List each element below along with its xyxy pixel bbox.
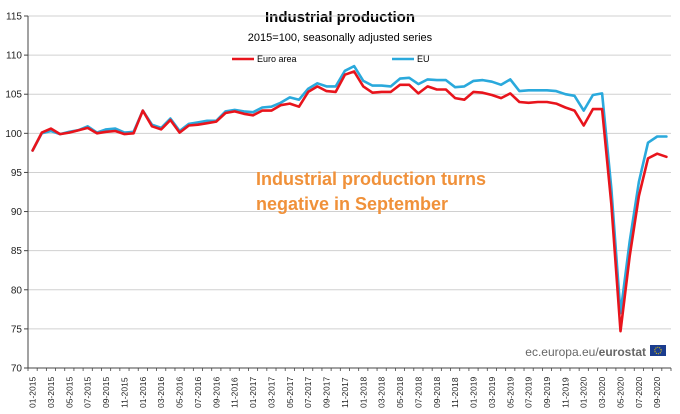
x-tick-label: 01-2019 [469, 377, 479, 408]
x-tick-label: 03-2018 [377, 377, 387, 408]
x-tick-label: 03-2017 [266, 377, 276, 408]
x-tick-label: 09-2018 [432, 377, 442, 408]
x-tick-label: 01-2020 [579, 377, 589, 408]
y-tick-label: 100 [5, 129, 22, 140]
x-tick-label: 05-2019 [505, 377, 515, 408]
eu-flag-stars-icon [654, 346, 662, 355]
x-tick-label: 11-2019 [560, 377, 570, 408]
x-tick-label: 07-2017 [303, 377, 313, 408]
credit-text: ec.europa.eu/eurostat [525, 345, 646, 359]
x-tick-label: 07-2015 [83, 377, 93, 408]
x-tick-label: 05-2020 [615, 377, 625, 408]
series-line-eu [31, 64, 668, 315]
x-tick-label: 05-2017 [285, 377, 295, 408]
x-tick-label: 07-2020 [634, 377, 644, 408]
y-tick-label: 80 [11, 285, 23, 296]
credit-brand: eurostat [599, 345, 646, 359]
series-line-euro-area [31, 70, 668, 333]
legend-label-euro-area: Euro area [257, 54, 297, 64]
eu-flag-icon [650, 345, 666, 356]
annotation-line-1: Industrial production turns [256, 169, 486, 189]
x-tick-label: 01-2018 [358, 377, 368, 408]
x-tick-label: 05-2016 [175, 377, 185, 408]
x-tick-label: 11-2017 [340, 377, 350, 408]
x-tick-label: 01-2015 [28, 377, 38, 408]
x-tick-label: 11-2015 [119, 377, 129, 408]
legend: Euro area EU [232, 54, 430, 64]
y-tick-label: 115 [6, 12, 22, 23]
x-tick-label: 09-2020 [652, 377, 662, 408]
credit-site: ec.europa.eu/ [525, 345, 599, 359]
y-tick-label: 85 [11, 246, 23, 257]
x-tick-label: 05-2018 [395, 377, 405, 408]
series-lines [31, 64, 668, 333]
legend-label-eu: EU [417, 54, 430, 64]
x-tick-label: 01-2016 [138, 377, 148, 408]
x-tick-label: 09-2015 [101, 377, 111, 408]
x-tick-label: 07-2018 [413, 377, 423, 408]
y-axis: 70 75 80 85 90 95 100 105 110 115 [5, 12, 29, 375]
x-tick-label: 03-2019 [487, 377, 497, 408]
x-tick-label: 03-2020 [597, 377, 607, 408]
y-tick-label: 95 [11, 168, 23, 179]
x-tick-label: 09-2019 [542, 377, 552, 408]
source-credit: ec.europa.eu/eurostat [525, 345, 666, 359]
x-tick-label: 11-2018 [450, 377, 460, 408]
x-tick-label: 11-2016 [230, 377, 240, 408]
x-tick-label: 05-2015 [64, 377, 74, 408]
y-tick-label: 75 [11, 324, 23, 335]
chart-title: Industrial production [265, 9, 415, 26]
x-tick-label: 03-2015 [46, 377, 56, 408]
x-tick-label: 03-2016 [156, 377, 166, 408]
annotation-line-2: negative in September [256, 194, 448, 214]
x-tick-label: 07-2016 [193, 377, 203, 408]
x-axis: 01-2015 03-2015 05-2015 07-2015 09-2015 11-20… [28, 367, 672, 408]
y-tick-label: 90 [11, 207, 23, 218]
chart-subtitle: 2015=100, seasonally adjusted series [248, 32, 433, 44]
x-tick-label: 01-2017 [248, 377, 258, 408]
x-tick-label: 09-2017 [322, 377, 332, 408]
y-tick-label: 70 [11, 364, 23, 375]
y-gridlines [28, 15, 671, 369]
x-tick-label: 07-2019 [524, 377, 534, 408]
x-tick-label: 09-2016 [211, 377, 221, 408]
y-tick-label: 110 [6, 51, 22, 62]
y-tick-label: 105 [5, 90, 22, 101]
